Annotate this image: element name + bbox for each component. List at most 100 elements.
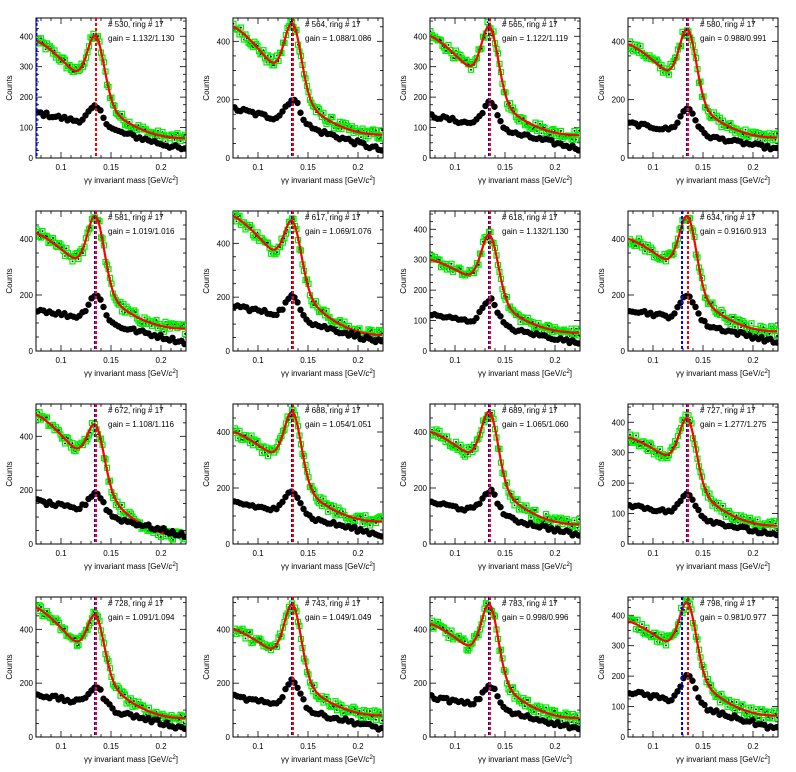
y-tick-label: 0 [226, 733, 231, 742]
signal-point [635, 245, 637, 247]
background-point [354, 331, 361, 338]
signal-point [638, 237, 640, 240]
x-tick-label: 0.15 [103, 356, 119, 365]
background-point [279, 108, 286, 115]
signal-marker [181, 713, 186, 720]
signal-point [521, 316, 523, 319]
signal-point [512, 106, 514, 109]
signal-point [653, 632, 655, 634]
plot-area [36, 18, 186, 158]
y-tick-label: 300 [612, 642, 626, 651]
y-tick-label: 0 [29, 540, 34, 549]
panel: 0.1 0.15 0.2 0 200 400 Counts γγ invariant mass… [202, 17, 384, 185]
signal-point [244, 434, 247, 437]
signal-point [726, 127, 729, 129]
panel-title: # 618, ring # 17 [502, 213, 558, 222]
signal-point [249, 631, 251, 633]
fit-curve [628, 27, 777, 139]
signal-point [711, 301, 714, 304]
signal-point [578, 718, 580, 721]
signal-point [648, 441, 651, 444]
y-tick-label: 200 [20, 291, 34, 300]
signal-marker [264, 453, 272, 460]
signal-point [119, 694, 122, 697]
signal-point [173, 323, 176, 325]
signal-point [46, 610, 48, 613]
signal-marker [377, 513, 383, 520]
y-axis-label: Counts [597, 268, 606, 293]
signal-marker [514, 496, 521, 503]
background-point [491, 103, 498, 110]
background-point [285, 681, 292, 688]
y-tick-label: 200 [612, 291, 626, 300]
signal-point [459, 54, 462, 56]
signal-point [467, 453, 469, 455]
signal-point [776, 132, 778, 135]
signal-point [71, 70, 74, 73]
background-point [294, 299, 301, 306]
signal-point [674, 440, 676, 443]
x-tick-label: 0.15 [300, 356, 316, 365]
signal-marker [260, 47, 267, 54]
signal-point [539, 122, 541, 125]
signal-point [331, 116, 334, 119]
x-tick-label: 0.1 [55, 549, 67, 558]
background-point [294, 494, 301, 501]
signal-point [240, 26, 242, 29]
x-tick-label: 0.2 [549, 742, 561, 751]
signal-point [166, 324, 168, 326]
signal-marker [748, 320, 755, 327]
panel-gain: gain = 1.108/1.116 [108, 420, 174, 429]
signal-point [489, 609, 492, 611]
signal-point [38, 411, 41, 414]
signal-point [629, 433, 631, 436]
background-point [154, 716, 161, 723]
signal-point [642, 440, 645, 443]
panel-title: # 743, ring # 17 [305, 599, 361, 608]
signal-point [572, 333, 574, 335]
panel: 0.1 0.15 0.2 0 200 400 Counts γγ invariant mass… [202, 596, 384, 764]
signal-point [73, 637, 75, 639]
signal-point [483, 421, 486, 424]
signal-point [375, 522, 377, 524]
signal-marker [43, 414, 51, 421]
signal-point [564, 711, 567, 714]
signal-point [654, 631, 657, 634]
signal-point [178, 718, 180, 721]
signal-point [464, 59, 466, 62]
signal-point [133, 309, 135, 312]
signal-point [525, 123, 528, 125]
signal-point [375, 719, 377, 721]
signal-point [38, 604, 41, 607]
signal-point [262, 49, 265, 51]
signal-point [128, 701, 131, 704]
signal-marker [524, 696, 532, 704]
signal-point [339, 319, 341, 321]
x-tick-label: 0.1 [449, 549, 461, 558]
signal-point [537, 322, 540, 324]
signal-point [44, 234, 47, 237]
y-tick-label: 400 [20, 625, 34, 634]
signal-point [58, 621, 60, 624]
signal-marker [430, 28, 434, 35]
background-point [674, 119, 681, 126]
signal-marker [267, 53, 275, 60]
signal-marker [542, 704, 550, 711]
signal-marker [719, 502, 727, 509]
signal-point [713, 500, 715, 503]
signal-point [671, 446, 673, 449]
signal-point [37, 231, 39, 234]
signal-point [645, 448, 648, 450]
signal-point [233, 22, 235, 25]
x-tick-label: 0.1 [647, 742, 659, 751]
signal-point [659, 67, 661, 70]
signal-point [633, 245, 636, 247]
signal-marker [368, 326, 375, 334]
signal-marker [524, 314, 532, 321]
background-point [695, 310, 702, 317]
signal-marker [130, 307, 138, 314]
signal-point [82, 252, 84, 254]
signal-marker [643, 445, 650, 453]
signal-point [548, 134, 550, 136]
signal-point [740, 326, 742, 328]
